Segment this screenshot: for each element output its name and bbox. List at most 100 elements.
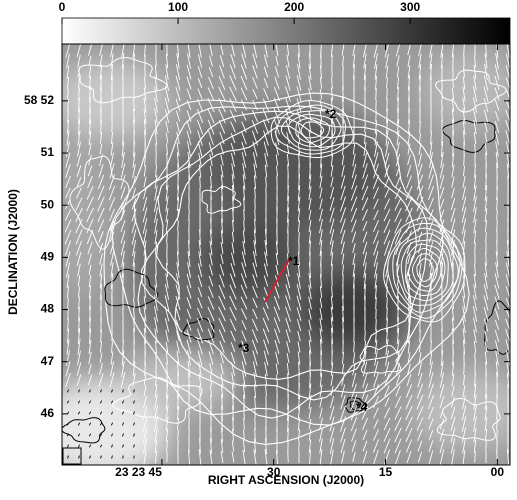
- polarization-vector: [99, 362, 103, 376]
- polarization-vector: [308, 197, 312, 211]
- polarization-vector: [186, 339, 192, 355]
- polarization-vector: [319, 109, 323, 123]
- polarization-vector: [297, 394, 301, 410]
- polarization-vector: [242, 240, 246, 256]
- polarization-vector: [254, 428, 256, 442]
- polarization-vector: [407, 340, 411, 354]
- contour: [359, 344, 402, 374]
- polarization-vector: [385, 328, 389, 344]
- polarization-vector: [144, 44, 146, 57]
- polarization-vector: [66, 328, 70, 344]
- polarization-vector: [452, 328, 454, 344]
- polarization-vector: [494, 284, 500, 300]
- polarization-vector: [220, 451, 224, 463]
- polarization-vector: [373, 163, 379, 179]
- polarization-vector: [207, 108, 215, 124]
- polarization-vector: [230, 341, 236, 353]
- polarization-vector: [319, 88, 323, 100]
- polarization-vector: [89, 108, 91, 124]
- polarization-vector: [153, 416, 159, 432]
- polarization-vector: [87, 165, 93, 177]
- polarization-vector: [155, 373, 157, 387]
- polarization-vector: [78, 306, 80, 322]
- polarization-vector: [319, 218, 323, 234]
- polarization-vector: [396, 264, 400, 276]
- polarization-vector: [218, 86, 226, 102]
- polarization-vector: [342, 351, 344, 365]
- polarization-vector: [98, 242, 104, 254]
- polarization-vector: [275, 252, 279, 266]
- polarization-vector: [483, 75, 489, 91]
- polarization-vector: [209, 55, 213, 67]
- polarization-vector: [108, 174, 116, 190]
- polarization-vector: [78, 87, 80, 101]
- polarization-vector: [330, 385, 334, 397]
- polarization-vector: [263, 297, 269, 309]
- polarization-vector: [275, 351, 279, 365]
- polarization-vector: [122, 444, 124, 448]
- polarization-vector: [319, 427, 323, 443]
- polarization-vector: [340, 427, 346, 443]
- polarization-vector: [439, 395, 445, 409]
- polarization-vector: [165, 207, 169, 223]
- polarization-vector: [396, 66, 400, 78]
- polarization-vector: [177, 429, 179, 441]
- polarization-vector: [463, 275, 465, 287]
- polarization-vector: [210, 176, 212, 188]
- polarization-vector: [439, 438, 445, 454]
- polarization-vector: [99, 132, 103, 144]
- polarization-vector: [363, 340, 367, 354]
- polarization-vector: [296, 98, 302, 112]
- polarization-vector: [220, 253, 224, 265]
- polarization-vector: [110, 251, 114, 267]
- polarization-vector: [506, 163, 510, 179]
- polarization-vector: [100, 108, 102, 124]
- x-tick-label: 30: [267, 465, 281, 479]
- polarization-vector: [505, 89, 510, 99]
- polarization-vector: [308, 130, 312, 146]
- polarization-vector: [229, 284, 237, 300]
- polarization-vector: [176, 361, 180, 377]
- polarization-vector: [175, 284, 181, 300]
- polarization-vector: [350, 416, 358, 432]
- polarization-vector: [308, 230, 312, 244]
- polarization-vector: [132, 175, 136, 189]
- polarization-vector: [241, 141, 247, 157]
- polarization-vector: [186, 273, 192, 289]
- polarization-vector: [296, 318, 302, 332]
- polarization-vector: [395, 385, 401, 397]
- polarization-vector: [385, 274, 389, 288]
- polarization-vector: [109, 152, 115, 168]
- polarization-vector: [285, 273, 291, 289]
- polarization-vector: [198, 361, 202, 377]
- polarization-vector: [176, 152, 180, 168]
- polarization-vector: [428, 406, 434, 420]
- contour: [104, 268, 159, 308]
- polarization-vector: [473, 427, 477, 443]
- polarization-vector: [253, 438, 257, 454]
- polarization-vector: [220, 439, 224, 453]
- polarization-vector: [461, 218, 467, 234]
- polarization-vector: [352, 452, 356, 462]
- polarization-vector: [198, 449, 202, 465]
- polarization-vector: [143, 449, 147, 465]
- polarization-vector: [439, 175, 445, 189]
- polarization-vector: [166, 440, 168, 452]
- polarization-vector: [131, 198, 137, 210]
- polarization-vector: [319, 119, 323, 135]
- polarization-vector: [100, 329, 102, 343]
- polarization-vector: [308, 75, 312, 91]
- polarization-vector: [208, 339, 214, 355]
- polarization-vector: [484, 417, 488, 431]
- polarization-vector: [341, 154, 345, 166]
- polarization-vector: [450, 406, 456, 420]
- polarization-vector: [220, 363, 224, 375]
- polarization-vector: [230, 362, 236, 376]
- polarization-vector: [121, 141, 125, 157]
- polarization-vector: [251, 130, 259, 146]
- polarization-vector: [154, 394, 158, 410]
- polarization-vector: [143, 296, 147, 310]
- polarization-vector: [472, 108, 478, 124]
- polarization-vector: [429, 273, 433, 289]
- polarization-vector: [495, 251, 499, 267]
